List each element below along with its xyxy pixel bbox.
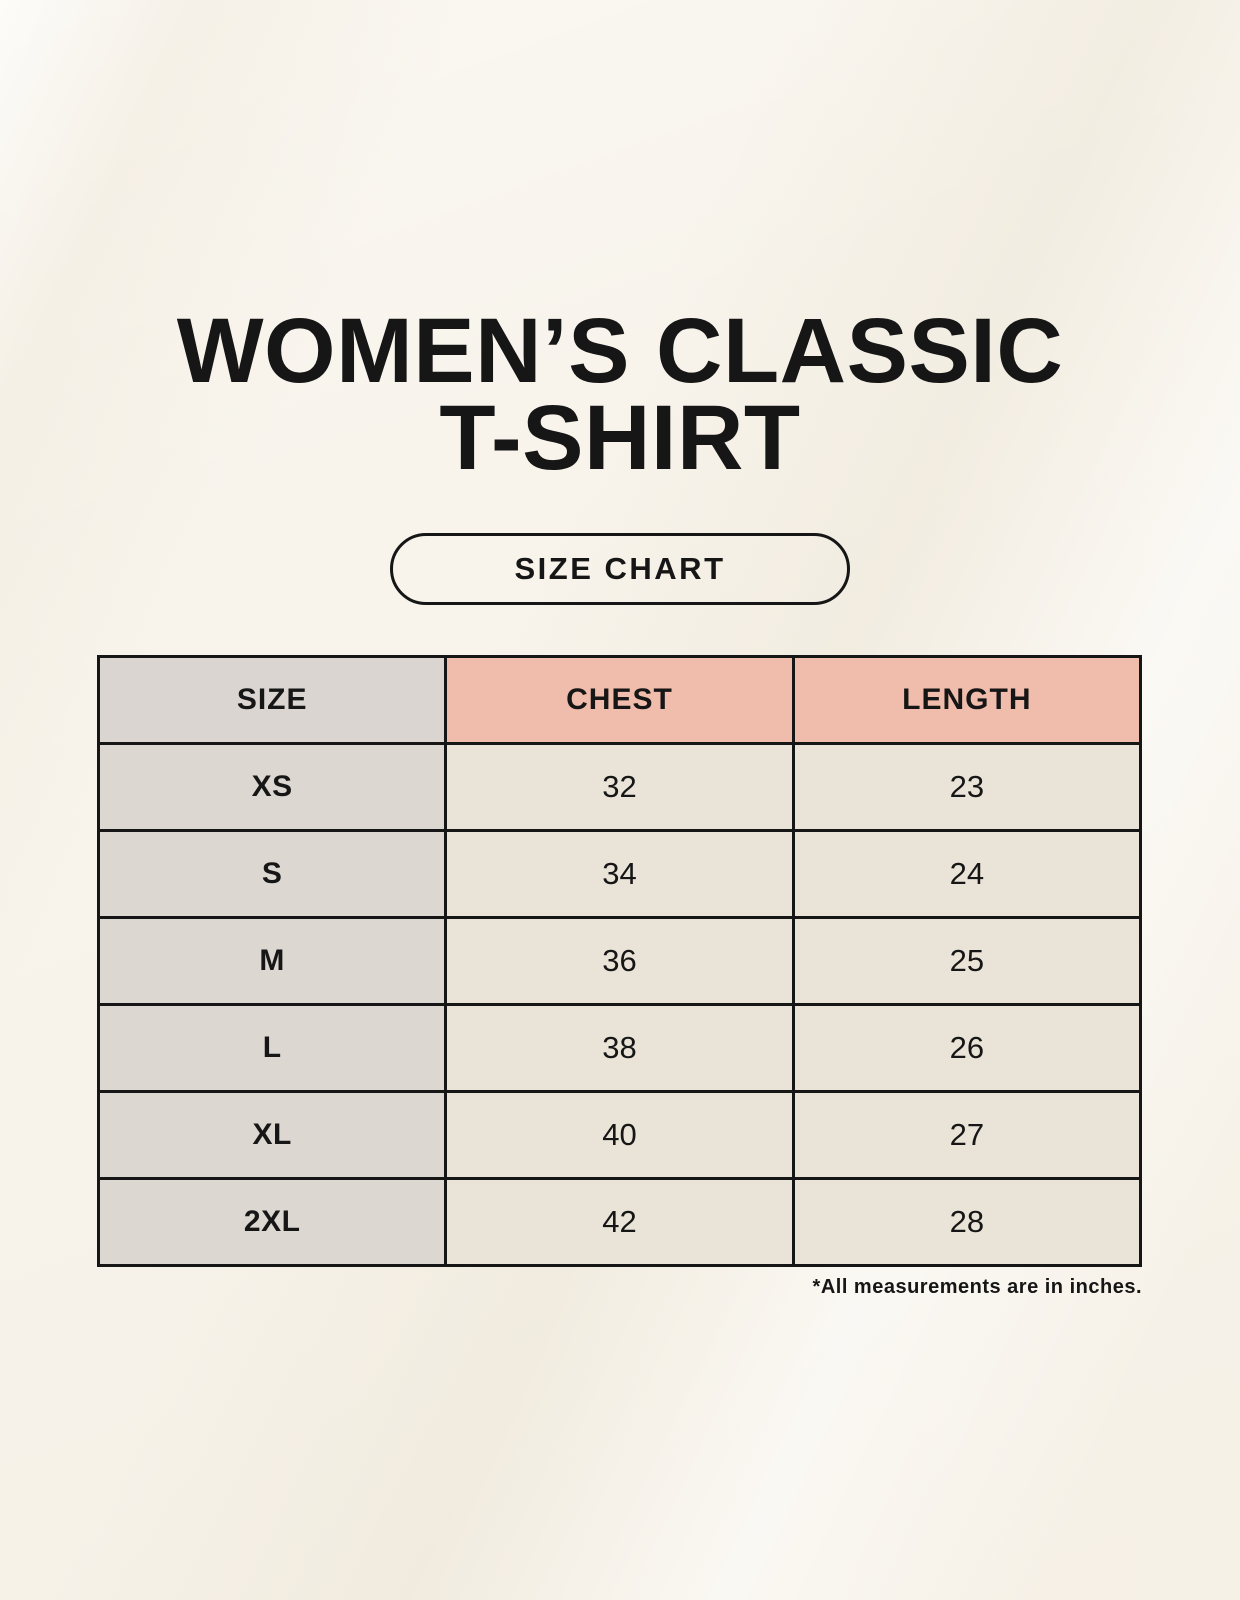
size-cell: S [96, 828, 448, 919]
size-cell: XL [96, 1089, 448, 1180]
table-row-m: M 36 25 [96, 915, 1143, 1006]
table-row-l: L 38 26 [96, 1002, 1143, 1093]
chest-cell: 42 [444, 1176, 795, 1267]
chest-cell: 40 [444, 1089, 795, 1180]
size-chart-table: SIZE CHEST LENGTH XS 32 23 S 34 24 M 36 … [96, 654, 1143, 1267]
page-title-line-2: T-SHIRT [439, 387, 801, 490]
size-cell: 2XL [96, 1176, 448, 1267]
column-header-size: SIZE [96, 654, 448, 745]
size-cell: L [96, 1002, 448, 1093]
length-cell: 23 [791, 741, 1143, 832]
measurements-footnote: *All measurements are in inches. [812, 1275, 1142, 1298]
length-cell: 28 [791, 1176, 1143, 1267]
table-row-2xl: 2XL 42 28 [96, 1176, 1143, 1267]
length-cell: 25 [791, 915, 1143, 1006]
column-header-length: LENGTH [791, 654, 1143, 745]
page-title: WOMEN’S CLASSIC T-SHIRT [0, 300, 1240, 490]
chest-cell: 34 [444, 828, 795, 919]
size-chart-button-label: SIZE CHART [514, 550, 726, 586]
table-row-xl: XL 40 27 [96, 1089, 1143, 1180]
chest-cell: 38 [444, 1002, 795, 1093]
size-chart-button[interactable]: SIZE CHART [390, 532, 850, 605]
chest-cell: 36 [444, 915, 795, 1006]
size-cell: XS [96, 741, 448, 832]
length-cell: 27 [791, 1089, 1143, 1180]
length-cell: 26 [791, 1002, 1143, 1093]
column-header-chest: CHEST [444, 654, 795, 745]
page-title-line-1: WOMEN’S CLASSIC [176, 300, 1064, 402]
table-row-s: S 34 24 [96, 828, 1143, 919]
table-header-row: SIZE CHEST LENGTH [96, 654, 1143, 745]
chest-cell: 32 [444, 741, 795, 832]
size-cell: M [96, 915, 448, 1006]
length-cell: 24 [791, 828, 1143, 919]
table-row-xs: XS 32 23 [96, 741, 1143, 832]
